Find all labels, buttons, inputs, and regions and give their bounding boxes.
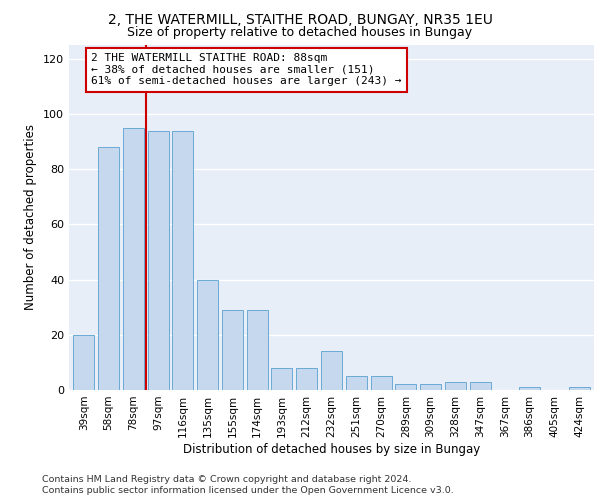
- Text: Size of property relative to detached houses in Bungay: Size of property relative to detached ho…: [127, 26, 473, 39]
- Bar: [519, 387, 540, 390]
- Bar: [321, 352, 342, 390]
- Bar: [271, 368, 292, 390]
- Bar: [470, 382, 491, 390]
- Text: Contains public sector information licensed under the Open Government Licence v3: Contains public sector information licen…: [42, 486, 454, 495]
- Bar: [222, 310, 243, 390]
- Bar: [371, 376, 392, 390]
- Bar: [569, 387, 590, 390]
- Text: Contains HM Land Registry data © Crown copyright and database right 2024.: Contains HM Land Registry data © Crown c…: [42, 475, 412, 484]
- Bar: [98, 147, 119, 390]
- Bar: [445, 382, 466, 390]
- Bar: [148, 130, 169, 390]
- Bar: [247, 310, 268, 390]
- Bar: [197, 280, 218, 390]
- Bar: [73, 335, 94, 390]
- Bar: [395, 384, 416, 390]
- Bar: [123, 128, 144, 390]
- Bar: [296, 368, 317, 390]
- Text: 2, THE WATERMILL, STAITHE ROAD, BUNGAY, NR35 1EU: 2, THE WATERMILL, STAITHE ROAD, BUNGAY, …: [107, 12, 493, 26]
- Text: 2 THE WATERMILL STAITHE ROAD: 88sqm
← 38% of detached houses are smaller (151)
6: 2 THE WATERMILL STAITHE ROAD: 88sqm ← 38…: [91, 54, 402, 86]
- Bar: [346, 376, 367, 390]
- Bar: [172, 130, 193, 390]
- X-axis label: Distribution of detached houses by size in Bungay: Distribution of detached houses by size …: [183, 442, 480, 456]
- Bar: [420, 384, 441, 390]
- Y-axis label: Number of detached properties: Number of detached properties: [25, 124, 37, 310]
